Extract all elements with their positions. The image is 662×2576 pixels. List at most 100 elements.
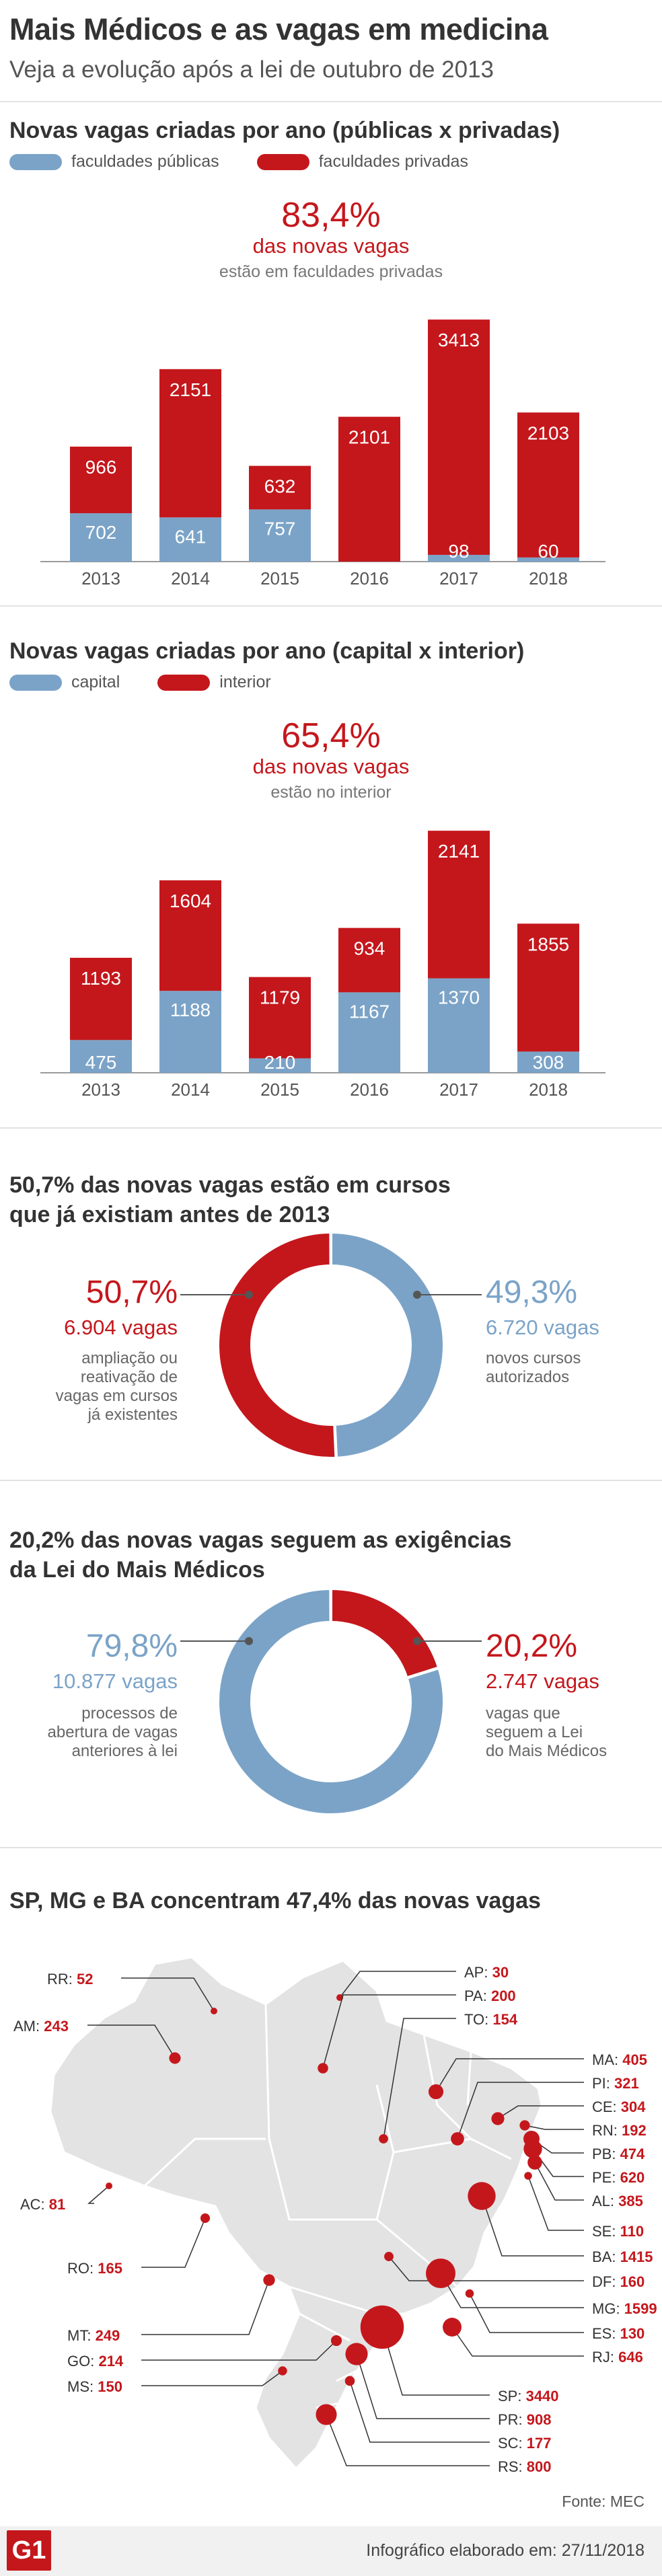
chart1-label-2017-upper: 3413 xyxy=(438,330,480,350)
brazil-map-shape xyxy=(49,1956,543,2470)
donut2-left-desc: processos de abertura de vagas anteriore… xyxy=(20,1704,178,1761)
map-label-BA: BA: 1415 xyxy=(592,2248,653,2265)
map-label-PI: PI: 321 xyxy=(592,2075,639,2092)
chart2-label-2016-lower: 1167 xyxy=(349,1001,390,1022)
chart2-bar-2017-lower xyxy=(428,978,490,1073)
map-dot-AC xyxy=(106,2183,112,2189)
donut1-left-desc: ampliação ou reativação de vagas em curs… xyxy=(27,1349,178,1425)
section4-title-line2: da Lei do Mais Médicos xyxy=(9,1557,265,1583)
map-leader-PA xyxy=(322,1994,456,2069)
map-leader-RR xyxy=(121,1977,215,2012)
map-label-AC: AC: 81 xyxy=(20,2196,65,2213)
chart2-label-2013-lower: 475 xyxy=(85,1052,117,1073)
map-dot-RS xyxy=(316,2404,337,2425)
donut2-leader-left-dot xyxy=(245,1637,253,1645)
section2-highlight-pct: 65,4% xyxy=(281,716,381,755)
map-label-DF: DF: 160 xyxy=(592,2273,645,2290)
donut1-left-desc-line: já existentes xyxy=(87,1406,178,1424)
page-title: Mais Médicos e as vagas em medicina xyxy=(9,12,548,46)
donut2-left-pct: 79,8% xyxy=(85,1628,178,1664)
chart2-bar-2013-upper xyxy=(70,958,132,1040)
chart1-label-2014-lower: 641 xyxy=(175,526,207,547)
donut2-left-desc-line: abertura de vagas xyxy=(47,1723,178,1741)
chart1-bar-2015-upper xyxy=(249,465,311,510)
chart2-tick-2017: 2017 xyxy=(439,1079,478,1100)
chart2-label-2018-lower: 308 xyxy=(533,1052,564,1073)
map-leader-AL xyxy=(534,2162,584,2201)
chart1-label-2015-upper: 632 xyxy=(264,476,296,497)
legend-label-public: faculdades públicas xyxy=(71,152,219,171)
chart1-tick-2015: 2015 xyxy=(260,568,299,589)
section1-divider xyxy=(0,605,662,607)
donut1-leader-left-dot xyxy=(245,1291,253,1299)
chart-capital-interior: 475 1193 2013 1188 1604 2014 210 1179 2015 1167 93… xyxy=(40,831,605,1100)
map-dot-RN xyxy=(519,2120,530,2131)
chart2-bar-2016-lower xyxy=(338,992,400,1073)
map-label-RN: RN: 192 xyxy=(592,2122,647,2139)
chart2-label-2017-lower: 1370 xyxy=(438,987,480,1008)
chart2-tick-2015: 2015 xyxy=(260,1079,299,1100)
map-dot-AM xyxy=(169,2052,181,2064)
map-leader-AP xyxy=(339,1971,456,1998)
chart1-bar-2018-lower xyxy=(517,557,579,562)
map-label-AL: AL: 385 xyxy=(592,2193,643,2209)
chart1-label-2016-upper: 2101 xyxy=(348,427,390,448)
map-dot-RO xyxy=(200,2213,211,2224)
map-label-SC: SC: 177 xyxy=(498,2435,552,2452)
section2-highlight-note: estão no interior xyxy=(270,783,392,802)
donut-law-requirements xyxy=(180,1587,482,1816)
map-dot-RJ xyxy=(443,2318,462,2337)
map-dot-RR xyxy=(211,2008,217,2014)
donut2-right-desc: vagas que seguem a Lei do Mais Médicos xyxy=(486,1704,607,1761)
map-label-CE: CE: 304 xyxy=(592,2098,646,2115)
donut2-right-count: 2.747 vagas xyxy=(486,1669,599,1693)
map-leader-BA xyxy=(481,2195,584,2257)
donut2-left-desc-line: processos de xyxy=(81,1704,178,1722)
legend-swatch-public xyxy=(9,153,62,170)
chart2-bar-2016-upper xyxy=(338,927,400,993)
map-label-MA: MA: 405 xyxy=(592,2051,647,2068)
map-dot-PR xyxy=(345,2343,368,2365)
legend-label-capital: capital xyxy=(71,673,120,691)
section2-highlight-sub: das novas vagas xyxy=(252,755,410,778)
section4-title-line1: 20,2% das novas vagas seguem as exigênci… xyxy=(9,1527,512,1553)
chart2-bar-2014-upper xyxy=(159,880,221,991)
map-leader-GO xyxy=(141,2340,337,2361)
credit-note: Infográfico elaborado em: 27/11/2018 xyxy=(366,2541,645,2560)
chart2-label-2014-lower: 1188 xyxy=(170,999,211,1020)
map-label-PB: PB: 474 xyxy=(592,2146,645,2162)
chart1-label-2013-upper: 966 xyxy=(85,457,117,478)
donut1-right-pct: 49,3% xyxy=(486,1275,578,1310)
chart2-label-2015-upper: 1179 xyxy=(260,987,300,1008)
chart2-bar-2013-lower xyxy=(70,1040,132,1073)
chart1-label-2017-lower: 98 xyxy=(448,541,469,562)
chart1-bar-2013-lower xyxy=(70,513,132,562)
section3-title-line2: que já existiam antes de 2013 xyxy=(9,1202,330,1227)
donut1-right-desc-line: autorizados xyxy=(486,1368,570,1386)
donut2-right-desc-line: do Mais Médicos xyxy=(486,1742,608,1760)
map-leader-AC xyxy=(87,2185,110,2204)
chart2-tick-2018: 2018 xyxy=(529,1079,568,1100)
g1-logo: G1 xyxy=(7,2530,51,2571)
donut1-right-count: 6.720 vagas xyxy=(486,1316,599,1339)
chart2-bar-2015-upper xyxy=(249,977,311,1059)
map-leader-PI xyxy=(457,2082,584,2139)
section2-title: Novas vagas criadas por ano (capital x i… xyxy=(9,638,525,664)
legend-label-interior: interior xyxy=(219,673,271,691)
chart1-bar-2015-lower xyxy=(249,509,311,562)
donut1-left-desc-line: vagas em cursos xyxy=(55,1387,178,1405)
section3-title-line1: 50,7% das novas vagas estão em cursos xyxy=(9,1172,451,1198)
map-label-PA: PA: 200 xyxy=(464,1987,516,2004)
chart1-tick-2013: 2013 xyxy=(81,568,120,589)
map-label-MG: MG: 1599 xyxy=(592,2300,657,2317)
map-dot-MA xyxy=(428,2084,444,2100)
donut1-right-desc-line: novos cursos xyxy=(486,1349,581,1367)
donut2-slice-1 xyxy=(330,1587,441,1680)
map-dot-MG xyxy=(426,2259,455,2288)
chart1-label-2013-lower: 702 xyxy=(85,522,117,543)
map-leader-TO xyxy=(383,2018,456,2139)
chart2-bar-2018-lower xyxy=(517,1051,579,1073)
map-dot-MT xyxy=(263,2274,275,2286)
chart2-tick-2016: 2016 xyxy=(350,1079,389,1100)
section1-highlight-note: estão em faculdades privadas xyxy=(219,262,443,281)
